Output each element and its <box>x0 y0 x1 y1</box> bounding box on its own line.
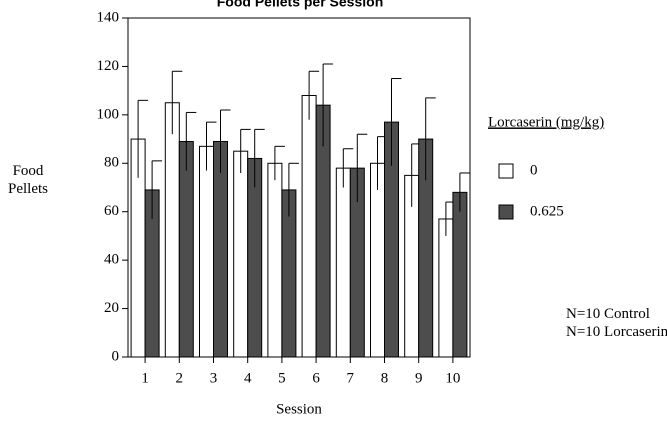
x-tick-label: 1 <box>141 370 149 386</box>
y-tick-label: 40 <box>104 252 119 268</box>
bar <box>247 157 263 358</box>
legend-label: 0.625 <box>530 203 564 219</box>
legend-title: Lorcaserin (mg/kg) <box>488 114 604 130</box>
bar <box>233 150 249 358</box>
x-tick-label: 4 <box>244 370 252 386</box>
bar <box>267 162 283 358</box>
bar <box>178 140 194 358</box>
bar <box>199 145 214 358</box>
bar <box>301 94 317 358</box>
x-axis-label: Session <box>276 401 322 417</box>
x-tick-label: 7 <box>347 370 355 386</box>
bar <box>164 102 180 358</box>
bar <box>335 167 351 358</box>
x-tick-label: 3 <box>210 370 218 386</box>
x-tick-label: 9 <box>415 370 423 386</box>
x-tick-label: 10 <box>445 370 460 386</box>
y-tick-label: 100 <box>97 106 120 122</box>
x-tick-label: 5 <box>278 370 286 386</box>
bar <box>452 191 468 358</box>
y-tick-label: 140 <box>97 9 120 25</box>
legend-swatch <box>498 204 514 220</box>
y-axis-label: Food Pellets <box>8 163 48 197</box>
bar <box>438 218 454 358</box>
y-tick-label: 0 <box>112 348 120 364</box>
bar <box>213 140 228 358</box>
legend-swatch <box>498 163 514 179</box>
plot-frame <box>127 17 471 358</box>
x-tick-label: 8 <box>381 370 389 386</box>
y-tick-label: 80 <box>104 155 119 171</box>
y-tick-label: 60 <box>104 203 119 219</box>
bar <box>370 162 385 358</box>
annotation: N=10 Lorcaserin <box>566 324 667 340</box>
y-tick-label: 120 <box>97 58 120 74</box>
annotation: N=10 Control <box>566 306 650 322</box>
legend-label: 0 <box>530 162 538 178</box>
x-tick-label: 6 <box>312 370 320 386</box>
y-tick-label: 20 <box>104 300 119 316</box>
chart-title: Food Pellets per Session <box>217 0 384 10</box>
x-tick-label: 2 <box>176 370 184 386</box>
